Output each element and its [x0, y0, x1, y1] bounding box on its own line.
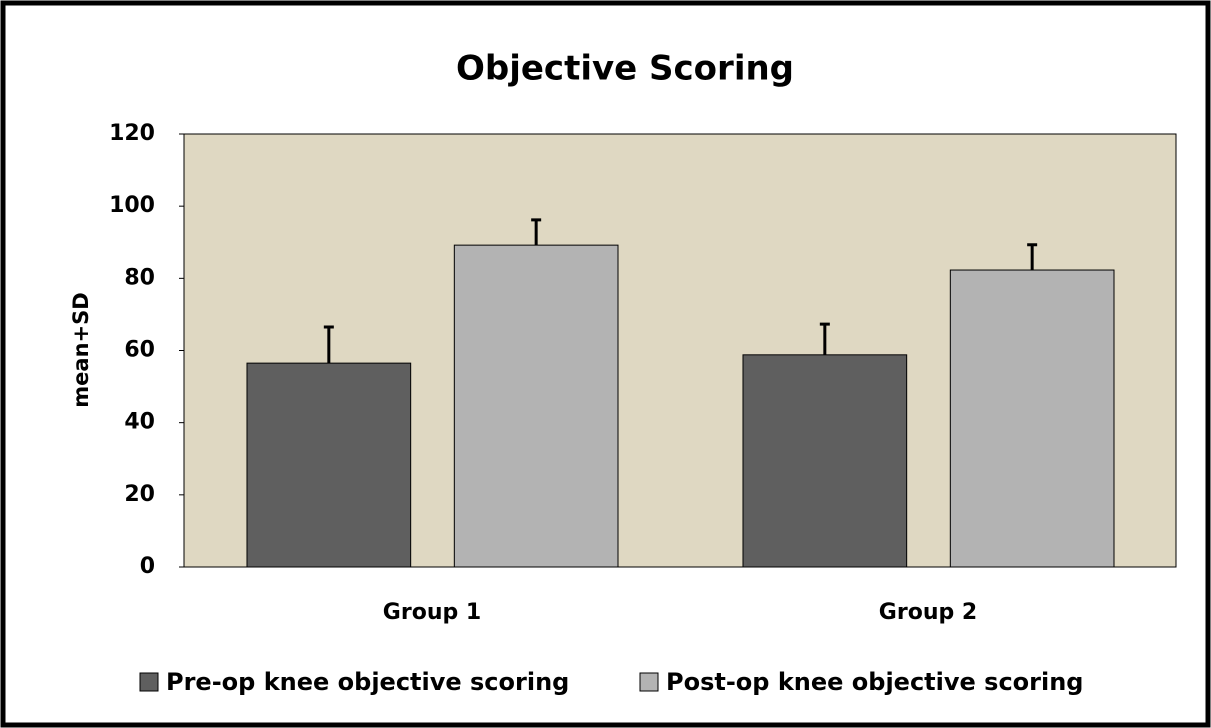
y-tick-label: 60 [124, 338, 155, 363]
y-tick-label: 40 [124, 410, 155, 435]
legend-swatch [139, 672, 159, 692]
y-tick-label: 0 [140, 554, 155, 579]
x-tick-label: Group 1 [383, 600, 481, 625]
error-bar [531, 218, 542, 246]
bar [453, 244, 619, 568]
legend-swatch [639, 672, 659, 692]
legend-label: Post-op knee objective scoring [666, 668, 1083, 696]
bar [742, 354, 908, 568]
bar [246, 362, 412, 568]
y-tick-label: 80 [124, 265, 155, 290]
legend-label: Pre-op knee objective scoring [166, 668, 569, 696]
error-bar [819, 322, 830, 355]
bar [949, 269, 1115, 568]
y-axis-label: mean+SD [69, 292, 93, 407]
y-tick-label: 20 [124, 482, 155, 507]
y-tick-label: 120 [109, 121, 155, 146]
error-bar [1027, 243, 1038, 271]
chart-title: Objective Scoring [456, 49, 794, 89]
x-tick-label: Group 2 [879, 600, 977, 625]
error-bar [323, 325, 334, 364]
y-tick-label: 100 [109, 193, 155, 218]
